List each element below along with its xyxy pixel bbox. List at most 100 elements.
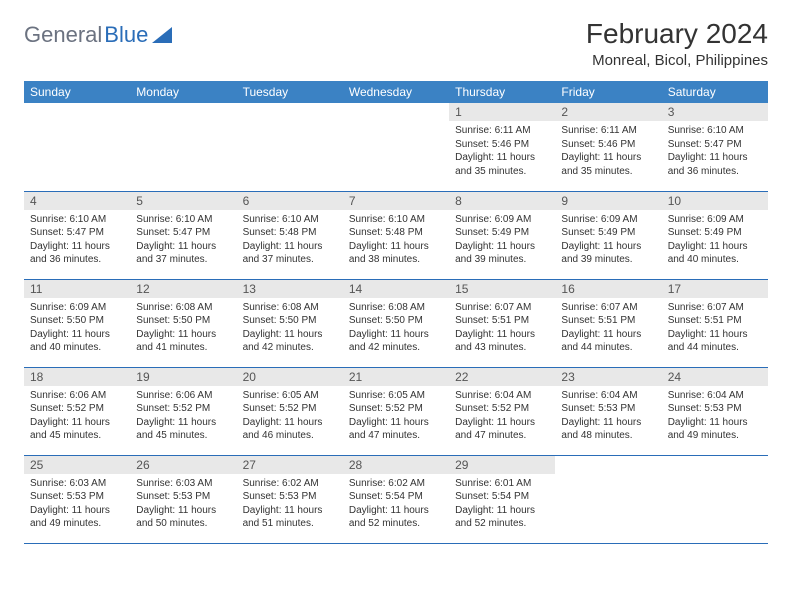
sunset-line: Sunset: 5:54 PM bbox=[455, 490, 549, 504]
daylight-line-1: Daylight: 11 hours bbox=[136, 504, 230, 518]
day-number: 22 bbox=[449, 368, 555, 386]
calendar-cell: 19Sunrise: 6:06 AMSunset: 5:52 PMDayligh… bbox=[130, 367, 236, 455]
daylight-line-2: and 36 minutes. bbox=[668, 165, 762, 179]
day-number: 13 bbox=[237, 280, 343, 298]
sunset-line: Sunset: 5:53 PM bbox=[136, 490, 230, 504]
calendar-cell: 13Sunrise: 6:08 AMSunset: 5:50 PMDayligh… bbox=[237, 279, 343, 367]
daylight-line-2: and 39 minutes. bbox=[455, 253, 549, 267]
calendar-cell: 7Sunrise: 6:10 AMSunset: 5:48 PMDaylight… bbox=[343, 191, 449, 279]
daylight-line-1: Daylight: 11 hours bbox=[455, 416, 549, 430]
day-body: Sunrise: 6:04 AMSunset: 5:53 PMDaylight:… bbox=[555, 386, 661, 447]
daylight-line-1: Daylight: 11 hours bbox=[668, 416, 762, 430]
day-body: Sunrise: 6:07 AMSunset: 5:51 PMDaylight:… bbox=[449, 298, 555, 359]
logo-text-gray: General bbox=[24, 22, 102, 48]
daylight-line-2: and 35 minutes. bbox=[561, 165, 655, 179]
calendar-cell-empty bbox=[130, 103, 236, 191]
day-body: Sunrise: 6:09 AMSunset: 5:49 PMDaylight:… bbox=[555, 210, 661, 271]
daylight-line-1: Daylight: 11 hours bbox=[455, 240, 549, 254]
day-number: 6 bbox=[237, 192, 343, 210]
calendar-cell: 20Sunrise: 6:05 AMSunset: 5:52 PMDayligh… bbox=[237, 367, 343, 455]
day-number: 2 bbox=[555, 103, 661, 121]
daylight-line-2: and 49 minutes. bbox=[668, 429, 762, 443]
day-body: Sunrise: 6:10 AMSunset: 5:47 PMDaylight:… bbox=[130, 210, 236, 271]
day-body: Sunrise: 6:11 AMSunset: 5:46 PMDaylight:… bbox=[449, 121, 555, 182]
daylight-line-2: and 45 minutes. bbox=[30, 429, 124, 443]
day-number: 3 bbox=[662, 103, 768, 121]
sunset-line: Sunset: 5:51 PM bbox=[561, 314, 655, 328]
sunset-line: Sunset: 5:46 PM bbox=[455, 138, 549, 152]
daylight-line-2: and 48 minutes. bbox=[561, 429, 655, 443]
daylight-line-2: and 49 minutes. bbox=[30, 517, 124, 531]
day-body: Sunrise: 6:03 AMSunset: 5:53 PMDaylight:… bbox=[130, 474, 236, 535]
day-body: Sunrise: 6:11 AMSunset: 5:46 PMDaylight:… bbox=[555, 121, 661, 182]
sunset-line: Sunset: 5:47 PM bbox=[136, 226, 230, 240]
day-number: 18 bbox=[24, 368, 130, 386]
day-body: Sunrise: 6:10 AMSunset: 5:47 PMDaylight:… bbox=[24, 210, 130, 271]
day-body: Sunrise: 6:09 AMSunset: 5:50 PMDaylight:… bbox=[24, 298, 130, 359]
sunrise-line: Sunrise: 6:03 AM bbox=[30, 477, 124, 491]
day-number: 17 bbox=[662, 280, 768, 298]
month-title: February 2024 bbox=[586, 18, 768, 50]
daylight-line-1: Daylight: 11 hours bbox=[561, 240, 655, 254]
daylight-line-1: Daylight: 11 hours bbox=[136, 416, 230, 430]
calendar-cell-empty bbox=[343, 103, 449, 191]
sunset-line: Sunset: 5:50 PM bbox=[30, 314, 124, 328]
daylight-line-1: Daylight: 11 hours bbox=[30, 504, 124, 518]
day-number: 12 bbox=[130, 280, 236, 298]
day-number: 19 bbox=[130, 368, 236, 386]
sunset-line: Sunset: 5:53 PM bbox=[243, 490, 337, 504]
sunset-line: Sunset: 5:48 PM bbox=[243, 226, 337, 240]
sunrise-line: Sunrise: 6:04 AM bbox=[455, 389, 549, 403]
daylight-line-2: and 47 minutes. bbox=[455, 429, 549, 443]
sunset-line: Sunset: 5:51 PM bbox=[668, 314, 762, 328]
day-header: Thursday bbox=[449, 81, 555, 103]
header: General Blue February 2024 Monreal, Bico… bbox=[24, 18, 768, 69]
daylight-line-1: Daylight: 11 hours bbox=[349, 504, 443, 518]
sunset-line: Sunset: 5:47 PM bbox=[668, 138, 762, 152]
sunrise-line: Sunrise: 6:01 AM bbox=[455, 477, 549, 491]
day-header-row: SundayMondayTuesdayWednesdayThursdayFrid… bbox=[24, 81, 768, 103]
calendar-cell: 10Sunrise: 6:09 AMSunset: 5:49 PMDayligh… bbox=[662, 191, 768, 279]
sunrise-line: Sunrise: 6:09 AM bbox=[30, 301, 124, 315]
day-number: 26 bbox=[130, 456, 236, 474]
sunrise-line: Sunrise: 6:11 AM bbox=[455, 124, 549, 138]
daylight-line-2: and 37 minutes. bbox=[243, 253, 337, 267]
day-body: Sunrise: 6:01 AMSunset: 5:54 PMDaylight:… bbox=[449, 474, 555, 535]
day-number: 16 bbox=[555, 280, 661, 298]
daylight-line-1: Daylight: 11 hours bbox=[668, 328, 762, 342]
day-number: 25 bbox=[24, 456, 130, 474]
day-number: 21 bbox=[343, 368, 449, 386]
daylight-line-2: and 44 minutes. bbox=[561, 341, 655, 355]
day-number: 14 bbox=[343, 280, 449, 298]
calendar-page: General Blue February 2024 Monreal, Bico… bbox=[0, 0, 792, 562]
day-number: 1 bbox=[449, 103, 555, 121]
sunrise-line: Sunrise: 6:10 AM bbox=[243, 213, 337, 227]
daylight-line-1: Daylight: 11 hours bbox=[136, 328, 230, 342]
calendar-cell-empty bbox=[662, 455, 768, 543]
day-body: Sunrise: 6:03 AMSunset: 5:53 PMDaylight:… bbox=[24, 474, 130, 535]
sunrise-line: Sunrise: 6:04 AM bbox=[668, 389, 762, 403]
day-header: Sunday bbox=[24, 81, 130, 103]
day-header: Tuesday bbox=[237, 81, 343, 103]
daylight-line-2: and 40 minutes. bbox=[30, 341, 124, 355]
sunrise-line: Sunrise: 6:04 AM bbox=[561, 389, 655, 403]
calendar-cell-empty bbox=[555, 455, 661, 543]
sunrise-line: Sunrise: 6:09 AM bbox=[561, 213, 655, 227]
calendar-cell: 27Sunrise: 6:02 AMSunset: 5:53 PMDayligh… bbox=[237, 455, 343, 543]
calendar-cell: 5Sunrise: 6:10 AMSunset: 5:47 PMDaylight… bbox=[130, 191, 236, 279]
daylight-line-2: and 39 minutes. bbox=[561, 253, 655, 267]
sunset-line: Sunset: 5:50 PM bbox=[349, 314, 443, 328]
day-body: Sunrise: 6:04 AMSunset: 5:52 PMDaylight:… bbox=[449, 386, 555, 447]
day-body: Sunrise: 6:10 AMSunset: 5:48 PMDaylight:… bbox=[343, 210, 449, 271]
calendar-week-row: 18Sunrise: 6:06 AMSunset: 5:52 PMDayligh… bbox=[24, 367, 768, 455]
daylight-line-1: Daylight: 11 hours bbox=[561, 328, 655, 342]
sunrise-line: Sunrise: 6:05 AM bbox=[243, 389, 337, 403]
day-body: Sunrise: 6:05 AMSunset: 5:52 PMDaylight:… bbox=[343, 386, 449, 447]
day-body: Sunrise: 6:10 AMSunset: 5:48 PMDaylight:… bbox=[237, 210, 343, 271]
daylight-line-2: and 45 minutes. bbox=[136, 429, 230, 443]
calendar-table: SundayMondayTuesdayWednesdayThursdayFrid… bbox=[24, 81, 768, 544]
sunset-line: Sunset: 5:49 PM bbox=[668, 226, 762, 240]
day-body: Sunrise: 6:06 AMSunset: 5:52 PMDaylight:… bbox=[24, 386, 130, 447]
daylight-line-1: Daylight: 11 hours bbox=[455, 328, 549, 342]
daylight-line-1: Daylight: 11 hours bbox=[349, 328, 443, 342]
